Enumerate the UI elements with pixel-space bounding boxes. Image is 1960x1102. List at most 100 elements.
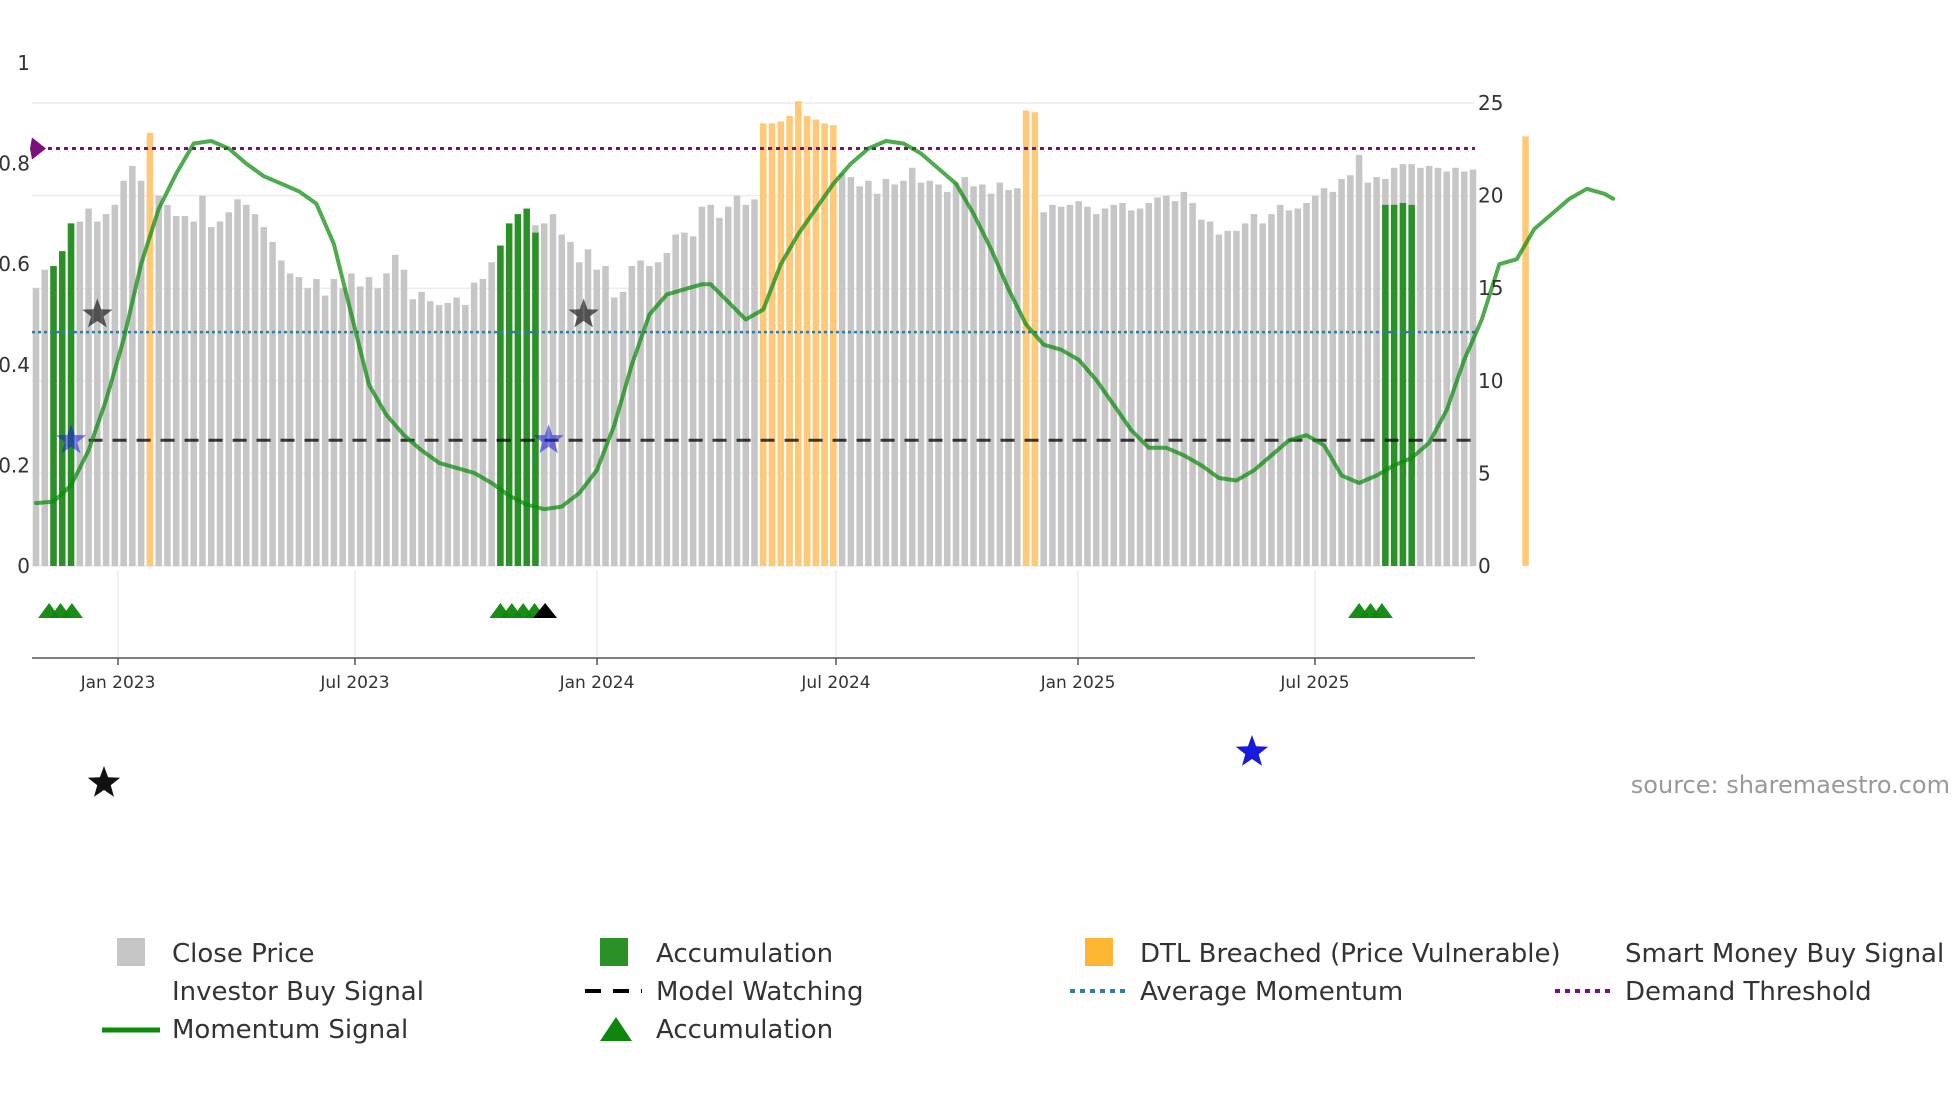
left-tick-label: 0 xyxy=(17,554,30,578)
close-price-bar xyxy=(453,297,460,566)
close-price-bar xyxy=(646,265,653,566)
close-price-bar xyxy=(330,278,338,566)
close-price-bar xyxy=(356,286,364,566)
close-price-bar xyxy=(1469,169,1477,566)
close-price-bar xyxy=(935,184,942,566)
close-price-bar xyxy=(1110,204,1117,567)
close-price-bar xyxy=(321,295,329,566)
legend-dtl-swatch xyxy=(1085,938,1113,966)
accumulation-bar xyxy=(67,223,75,566)
legend-accumulation-marker-label: Accumulation xyxy=(656,1015,833,1045)
close-price-bar xyxy=(1206,221,1214,566)
left-tick-label: 1 xyxy=(17,51,30,75)
accumulation-triangle-black xyxy=(533,603,558,618)
close-price-bar xyxy=(313,278,320,566)
close-price-bar xyxy=(979,184,986,566)
legend-close-price-label: Close Price xyxy=(172,939,315,969)
close-price-bar xyxy=(409,299,417,566)
close-price-bar xyxy=(1189,203,1196,566)
close-price-bar xyxy=(120,180,127,566)
close-price-bar xyxy=(689,236,697,566)
right-tick-label: 0 xyxy=(1478,554,1491,578)
close-price-bar xyxy=(917,182,925,567)
close-price-bar xyxy=(400,269,408,566)
left-tick-label: 0.8 xyxy=(0,152,30,176)
dtl-breached-bar xyxy=(1522,136,1529,566)
close-price-bar xyxy=(611,297,618,566)
dtl-breached-bar xyxy=(830,125,837,566)
right-tick-label: 25 xyxy=(1478,91,1503,115)
accumulation-bar xyxy=(1399,203,1407,566)
close-price-bar xyxy=(724,206,732,566)
close-price-bar xyxy=(1145,203,1153,566)
close-price-bar xyxy=(602,265,609,566)
close-price-bar xyxy=(260,227,268,567)
close-price-bar xyxy=(1373,177,1380,566)
close-price-bar xyxy=(698,206,706,566)
x-tick-label: Jul 2025 xyxy=(1279,673,1349,693)
close-price-bar xyxy=(1355,154,1363,566)
dtl-breached-bar xyxy=(768,123,776,566)
close-price-bar xyxy=(94,221,101,566)
legend-model-watching-label: Model Watching xyxy=(656,977,863,1007)
x-tick-label: Jan 2023 xyxy=(80,673,156,693)
investor-buy-star xyxy=(82,298,113,328)
close-price-bar xyxy=(1452,167,1459,566)
legend-accumulation-triangle-icon xyxy=(600,1017,632,1041)
accumulation-bar xyxy=(514,214,522,566)
dtl-breached-bar xyxy=(146,132,154,566)
legend-momentum-label: Momentum Signal xyxy=(172,1015,408,1045)
close-price-bar xyxy=(1268,214,1275,566)
close-price-bar xyxy=(199,195,206,566)
axes: Jan 2023 Jul 2023 Jan 2024 Jul 2024 Jan 2025… xyxy=(0,51,1503,693)
close-price-bar xyxy=(348,273,355,566)
close-price-bar xyxy=(1460,171,1468,567)
close-price-bar xyxy=(488,262,495,566)
close-price-bar xyxy=(865,180,872,566)
close-price-bar xyxy=(681,232,688,566)
dtl-breached-bar xyxy=(821,123,828,566)
close-price-bar xyxy=(435,304,443,566)
close-price-bar xyxy=(251,214,259,566)
close-price-bar xyxy=(952,182,960,567)
close-price-bar xyxy=(1224,230,1231,566)
legend-smart-money-star-icon xyxy=(1235,735,1269,766)
close-price-bar xyxy=(129,165,136,566)
close-price-bar xyxy=(1075,201,1082,566)
right-tick-label: 15 xyxy=(1478,276,1503,300)
x-tick-label: Jan 2025 xyxy=(1040,673,1116,693)
dtl-breached-bar xyxy=(803,115,811,567)
close-price-bar xyxy=(269,241,276,566)
dtl-breached-bar xyxy=(777,121,785,567)
dtl-breached-bar xyxy=(1022,110,1030,567)
x-tick-label: Jan 2024 xyxy=(559,673,635,693)
close-price-bar xyxy=(190,221,197,566)
close-price-bar xyxy=(32,288,40,566)
close-price-bar xyxy=(716,217,723,566)
signal-markers xyxy=(30,137,1393,618)
left-tick-label: 0.6 xyxy=(0,252,30,276)
close-price-bar xyxy=(444,303,452,566)
close-price-bar xyxy=(164,204,171,567)
accumulation-bar xyxy=(1408,204,1415,567)
legend-close-price-swatch xyxy=(117,938,145,966)
accumulation-bar xyxy=(532,232,539,566)
close-price-bar xyxy=(576,262,583,566)
close-price-bar xyxy=(1364,182,1372,567)
close-price-bar xyxy=(672,234,679,566)
accumulation-bar xyxy=(59,251,66,566)
legend-investor-buy-label: Investor Buy Signal xyxy=(172,977,424,1007)
close-price-bar xyxy=(1294,208,1302,566)
accumulation-bar xyxy=(50,265,57,566)
close-price-bar xyxy=(882,178,890,566)
close-price-bar xyxy=(1233,230,1240,566)
close-price-bar xyxy=(1101,208,1109,566)
close-price-bar xyxy=(1128,210,1135,566)
close-price-bar xyxy=(908,167,916,566)
close-price-bar xyxy=(996,182,1004,567)
legend-accumulation-bar-swatch xyxy=(600,938,628,966)
close-price-bar xyxy=(278,260,285,566)
close-price-bar xyxy=(742,204,749,567)
close-price-bar xyxy=(1215,234,1223,566)
